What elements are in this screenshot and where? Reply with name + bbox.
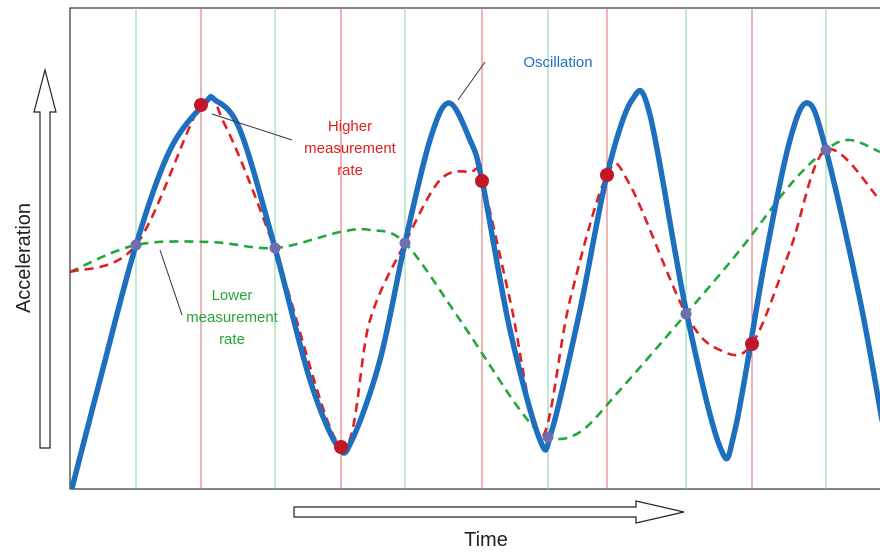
higher-rate-sample-point	[475, 174, 489, 188]
y-axis-label: Acceleration	[13, 203, 35, 313]
oscillation-label: Oscillation	[523, 54, 592, 71]
lower-rate-sample-point	[820, 144, 832, 156]
lower-rate-sample-point	[542, 431, 554, 443]
x-axis-label: Time	[464, 529, 508, 551]
lower-rate-sample-point	[399, 237, 411, 249]
lower-rate-label-line-1: Lower	[212, 287, 253, 304]
lower-rate-sample-point	[269, 242, 281, 254]
lower-rate-leader-line	[159, 249, 183, 316]
higher-rate-sample-point	[745, 337, 759, 351]
higher-rate-sample-point	[194, 98, 208, 112]
lower-rate-label-line-3: rate	[219, 331, 245, 348]
oscillation-leader-line	[457, 61, 486, 101]
lower-rate-label-line-2: measurement	[186, 309, 279, 326]
higher-rate-label-line-2: measurement	[304, 140, 397, 157]
higher-rate-label-line-1: Higher	[328, 118, 372, 135]
lower-rate-sample-point	[680, 308, 692, 320]
higher-rate-sample-point	[600, 168, 614, 182]
higher-rate-label-line-3: rate	[337, 162, 363, 179]
lower-rate-samples	[130, 144, 832, 443]
lower-rate-sample-point	[130, 239, 142, 251]
higher-rate-sample-point	[334, 440, 348, 454]
oscillation-curve	[70, 87, 880, 489]
higher-rate-samples	[194, 98, 759, 454]
y-axis-arrow	[33, 67, 57, 449]
plot-frame	[69, 7, 880, 490]
higher-rate-curve	[70, 94, 880, 450]
higher-rate-leader-line	[211, 113, 293, 141]
x-axis-arrow	[293, 500, 685, 524]
sample-lines	[135, 8, 827, 489]
